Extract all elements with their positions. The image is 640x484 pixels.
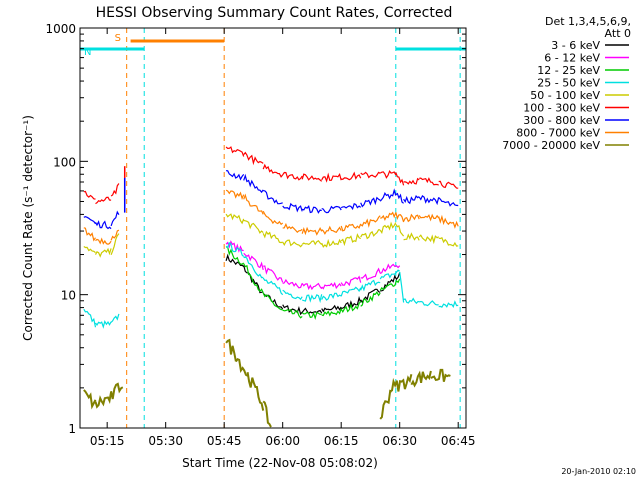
x-tick-label-1: 05:30 <box>148 434 183 448</box>
series-line-300-800-kev <box>83 170 459 230</box>
chart-title: HESSI Observing Summary Count Rates, Cor… <box>96 5 453 21</box>
legend-label-4: 50 - 100 keV <box>530 89 600 102</box>
series-line-3-6-kev <box>225 253 401 316</box>
y-tick-label-2: 100 <box>53 155 76 169</box>
legend-label-1: 6 - 12 keV <box>544 52 600 65</box>
x-tick-label-4: 06:15 <box>324 434 359 448</box>
x-axis-label: Start Time (22-Nov-08 05:08:02) <box>182 456 378 470</box>
flag-label-s: S <box>115 33 121 44</box>
legend-label-0: 3 - 6 keV <box>551 39 600 52</box>
series-line-100-300-kev <box>83 146 459 205</box>
x-tick-label-0: 05:15 <box>90 434 125 448</box>
x-tick-label-3: 06:00 <box>265 434 300 448</box>
y-tick-label-0: 1 <box>68 422 76 436</box>
legend-label-5: 100 - 300 keV <box>523 102 600 115</box>
y-tick-label-3: 1000 <box>45 22 76 36</box>
legend-label-6: 300 - 800 keV <box>523 114 600 127</box>
x-tick-label-6: 06:45 <box>441 434 476 448</box>
x-tick-label-2: 05:45 <box>207 434 242 448</box>
legend-label-2: 12 - 25 keV <box>537 64 600 77</box>
series-line-25-50-kev <box>83 242 459 329</box>
y-tick-label-1: 10 <box>61 289 76 303</box>
series-line-12-25-kev <box>226 246 401 320</box>
x-tick-label-5: 06:30 <box>382 434 417 448</box>
series-line-7000-20000-kev <box>83 338 451 428</box>
legend-label-7: 800 - 7000 keV <box>516 127 600 140</box>
plot-frame <box>79 27 467 429</box>
legend-header-1: Det 1,3,4,5,6,9, <box>545 15 631 28</box>
legend-label-3: 25 - 50 keV <box>537 77 600 90</box>
y-axis-label: Corrected Count Rate (s⁻¹ detector⁻¹) <box>21 115 35 341</box>
legend-label-8: 7000 - 20000 keV <box>502 139 600 152</box>
date-stamp: 20-Jan-2010 02:10 <box>561 467 636 476</box>
series-line-800-7000-kev <box>83 189 459 245</box>
flag-label-n: N <box>84 47 91 58</box>
legend-header-2: Att 0 <box>605 27 631 40</box>
series-line-50-100-kev <box>83 213 459 258</box>
series-line-6-12-kev <box>225 240 401 291</box>
